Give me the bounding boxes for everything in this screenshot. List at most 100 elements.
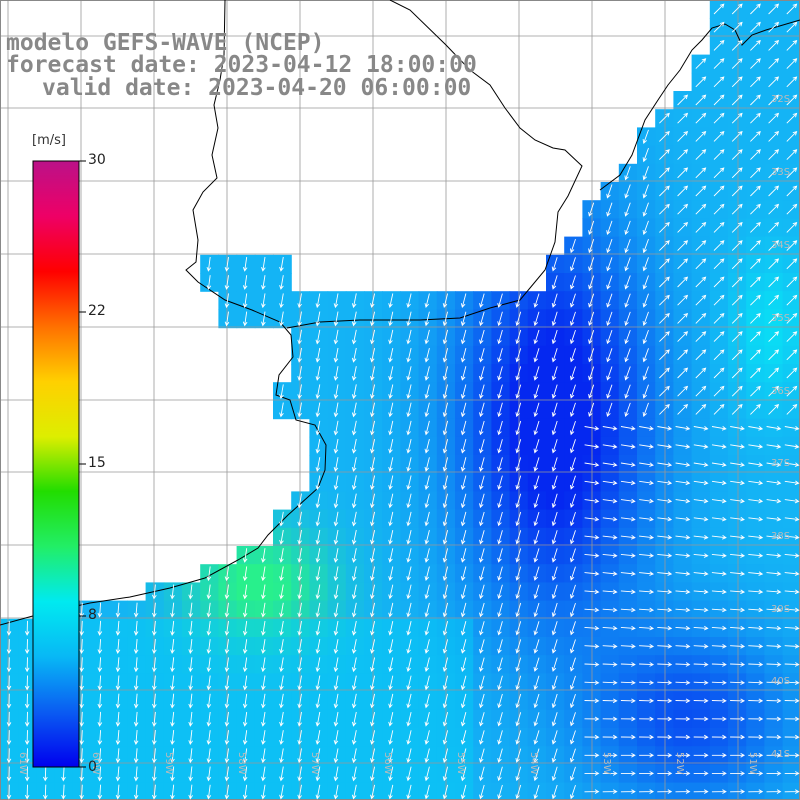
wind-arrow (370, 730, 376, 745)
wind-arrow (551, 566, 558, 581)
wind-arrow (606, 220, 613, 235)
wind-arrow (424, 693, 430, 709)
wind-arrow (639, 625, 655, 631)
wind-arrow (713, 3, 725, 15)
wind-arrow (6, 620, 12, 636)
wind-arrow (711, 734, 727, 740)
wind-arrow (766, 680, 782, 685)
wind-arrow (620, 589, 636, 595)
wind-arrow (297, 366, 302, 381)
wind-arrow (713, 149, 725, 160)
wind-arrow (657, 680, 673, 685)
wind-arrow (297, 602, 302, 618)
wind-arrow (79, 620, 84, 636)
wind-arrow (515, 712, 522, 727)
wind-arrow (768, 367, 780, 379)
wind-arrow (442, 329, 449, 345)
wind-arrow (569, 548, 576, 563)
wind-arrow (333, 366, 339, 381)
wind-arrow (333, 293, 339, 309)
wind-arrow (206, 711, 212, 727)
wind-arrow (602, 553, 618, 558)
wind-arrow (551, 439, 558, 454)
wind-arrow (42, 766, 48, 782)
wind-arrow (351, 711, 357, 727)
latitude-label: 41S (771, 749, 790, 760)
wind-arrow (460, 657, 467, 672)
wind-arrow (731, 294, 743, 306)
wind-arrow (170, 620, 175, 636)
wind-arrow (497, 621, 503, 636)
wind-arrow (170, 675, 175, 691)
wind-arrow (515, 348, 522, 363)
wind-arrow (515, 311, 522, 327)
wind-arrow (659, 349, 670, 361)
wind-arrow (460, 566, 467, 581)
wind-arrow (242, 620, 248, 636)
wind-arrow (639, 480, 654, 486)
wind-arrow (730, 607, 746, 613)
wind-arrow (333, 402, 339, 418)
wind-arrow (97, 602, 103, 618)
wind-arrow (151, 730, 157, 746)
wind-arrow (784, 498, 800, 504)
wind-arrow (170, 766, 175, 782)
wind-arrow (657, 698, 673, 704)
wind-arrow (620, 553, 636, 558)
wind-arrow (151, 620, 157, 636)
wind-arrow (766, 644, 782, 649)
wind-arrow (693, 480, 709, 486)
wind-arrow (442, 438, 449, 454)
wind-arrow (693, 462, 709, 467)
wind-arrow (569, 493, 576, 508)
wind-arrow (261, 620, 266, 636)
wind-arrow (750, 312, 761, 324)
wind-arrow (569, 639, 576, 654)
wind-arrow (61, 766, 66, 782)
wind-arrow (479, 566, 485, 581)
wind-arrow (584, 734, 600, 740)
wind-arrow (786, 258, 798, 270)
wind-arrow (657, 644, 673, 649)
wind-arrow (711, 753, 727, 758)
wind-arrow (115, 730, 121, 746)
wind-arrow (675, 698, 691, 704)
longitude-label: 53W (601, 752, 612, 775)
wind-arrow (695, 312, 707, 324)
wind-arrow (551, 511, 558, 527)
wind-arrow (315, 329, 321, 345)
wind-arrow (784, 698, 800, 704)
wind-arrow (748, 553, 764, 558)
wind-arrow (279, 620, 284, 636)
wind-arrow (766, 426, 782, 431)
wind-arrow (424, 311, 430, 327)
wind-arrow (731, 21, 743, 33)
wind-arrow (261, 784, 266, 800)
wind-arrow (730, 662, 746, 667)
wind-arrow (497, 384, 503, 399)
longitude-label: 60W (90, 752, 101, 775)
wind-arrow (657, 607, 673, 613)
wind-arrow (551, 730, 558, 745)
wind-arrow (370, 748, 376, 764)
wind-arrow (620, 680, 636, 685)
wind-arrow (479, 293, 485, 308)
wind-arrow (479, 384, 485, 399)
wind-arrow (297, 657, 302, 673)
wind-arrow (768, 94, 780, 106)
wind-arrow (261, 693, 266, 709)
wind-arrow (370, 402, 376, 418)
wind-arrow (659, 294, 670, 306)
wind-arrow (351, 402, 357, 418)
wind-arrow (588, 366, 595, 381)
wind-arrow (639, 644, 655, 649)
wind-arrow (620, 426, 636, 431)
wind-arrow (460, 384, 467, 399)
wind-arrow (406, 511, 412, 527)
wind-arrow (569, 402, 576, 417)
wind-arrow (750, 167, 761, 179)
wind-arrow (424, 766, 430, 782)
wind-arrow (460, 347, 467, 363)
wind-arrow (693, 771, 709, 776)
